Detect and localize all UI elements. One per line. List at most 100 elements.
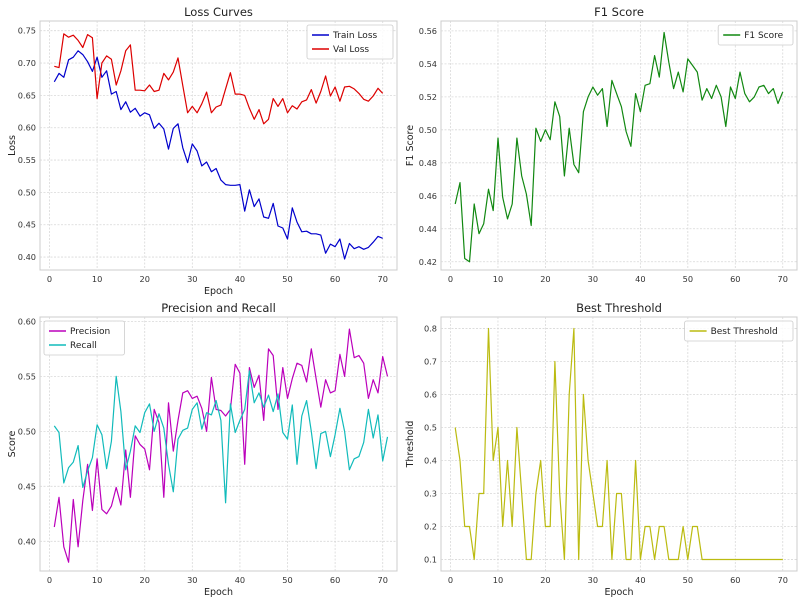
x-tick-label: 40	[635, 274, 645, 284]
legend-label: F1 Score	[744, 31, 783, 41]
x-tick-label: 40	[235, 274, 245, 284]
x-tick-label: 30	[187, 575, 197, 585]
y-axis-label: F1 Score	[405, 125, 416, 166]
x-tick-label: 30	[187, 274, 197, 284]
y-tick-label: 0.55	[18, 371, 36, 381]
plot-area	[39, 20, 398, 271]
x-tick-label: 70	[778, 575, 788, 585]
y-tick-label: 0.46	[419, 191, 437, 201]
x-tick-label: 70	[378, 274, 388, 284]
x-tick-label: 60	[330, 575, 340, 585]
plot-area	[39, 316, 398, 572]
y-axis-label: Loss	[7, 135, 18, 156]
legend-box	[717, 24, 794, 46]
series-line-best-threshold	[454, 327, 783, 561]
x-tick-label: 0	[47, 274, 52, 284]
x-axis-label: Epoch	[604, 587, 633, 598]
chart-thr: 0 10 20 30 40 50 60 70 0.1 0.2 0.3 0.4 0.5 0.6 0.7 0.8 B…	[405, 301, 798, 598]
y-tick-label: 0.42	[419, 257, 437, 267]
y-tick-label: 0.48	[419, 158, 437, 168]
y-tick-label: 0.56	[419, 26, 437, 36]
y-tick-label: 0.45	[18, 220, 36, 230]
x-tick-label: 60	[330, 274, 340, 284]
x-tick-label: 10	[493, 274, 503, 284]
y-tick-label: 0.55	[18, 155, 36, 165]
x-tick-label: 30	[588, 274, 598, 284]
legend-label: Recall	[70, 341, 97, 351]
legend-box	[306, 24, 394, 60]
x-tick-label: 20	[540, 274, 550, 284]
x-tick-label: 10	[92, 575, 102, 585]
plot-area	[440, 316, 798, 572]
legend-box	[43, 320, 125, 356]
x-axis-label: Epoch	[204, 286, 233, 297]
x-tick-label: 20	[140, 575, 150, 585]
series-line-val-loss	[54, 33, 384, 125]
y-tick-label: 0.50	[419, 125, 437, 135]
plot-area	[440, 20, 798, 271]
chart-title: F1 Score	[594, 5, 644, 19]
x-tick-label: 20	[540, 575, 550, 585]
x-tick-label: 50	[683, 274, 693, 284]
legend: Train Loss Val Loss	[306, 24, 394, 60]
x-tick-label: 70	[378, 575, 388, 585]
y-tick-label: 0.7	[424, 357, 437, 367]
y-tick-label: 0.40	[18, 252, 36, 262]
x-axis-label: Epoch	[204, 587, 233, 598]
x-tick-label: 50	[683, 575, 693, 585]
y-tick-label: 0.6	[424, 390, 437, 400]
legend-box	[684, 320, 794, 342]
legend: Best Threshold	[684, 320, 794, 342]
x-tick-label: 0	[448, 575, 453, 585]
x-tick-label: 0	[47, 575, 52, 585]
y-tick-label: 0.60	[18, 123, 36, 133]
legend-label: Train Loss	[332, 31, 378, 41]
y-tick-label: 0.1	[424, 554, 437, 564]
x-tick-label: 70	[778, 274, 788, 284]
series-line-f1-score	[454, 31, 784, 263]
chart-pr: 0 10 20 30 40 50 60 70 0.40 0.45 0.50 0.55 0.60 Preci…	[7, 301, 398, 598]
legend: Precision Recall	[43, 320, 125, 356]
chart-title: Best Threshold	[576, 301, 662, 315]
x-tick-label: 40	[635, 575, 645, 585]
legend-label: Precision	[70, 327, 110, 337]
x-tick-label: 50	[282, 575, 292, 585]
y-tick-label: 0.50	[18, 187, 36, 197]
y-tick-label: 0.45	[18, 481, 36, 491]
chart-loss: 0 10 20 30 40 50 60 70 0.40 0.45 0.50 0.55 0.60 0.65 0…	[7, 5, 398, 297]
y-tick-label: 0.3	[424, 488, 437, 498]
y-tick-label: 0.4	[424, 455, 437, 465]
x-tick-label: 40	[235, 575, 245, 585]
x-tick-label: 60	[730, 575, 740, 585]
y-tick-label: 0.54	[419, 59, 437, 69]
legend: F1 Score	[717, 24, 794, 46]
x-tick-label: 0	[448, 274, 453, 284]
y-tick-label: 0.52	[419, 92, 437, 102]
y-axis-label: Threshold	[405, 421, 416, 469]
series-line-train-loss	[53, 50, 383, 260]
chart-f1: 0 10 20 30 40 50 60 70 0.42 0.44 0.46 0.48 0.50 0.52 0…	[405, 5, 798, 284]
x-tick-label: 50	[282, 274, 292, 284]
y-tick-label: 0.60	[18, 316, 36, 326]
x-tick-label: 30	[588, 575, 598, 585]
legend-label: Best Threshold	[711, 327, 778, 337]
legend-label: Val Loss	[333, 45, 369, 55]
chart-title: Precision and Recall	[161, 301, 276, 315]
y-tick-label: 0.70	[18, 58, 36, 68]
y-tick-label: 0.44	[419, 224, 437, 234]
y-tick-label: 0.40	[18, 536, 36, 546]
x-tick-label: 10	[92, 274, 102, 284]
chart-title: Loss Curves	[184, 5, 253, 19]
y-tick-label: 0.8	[424, 324, 437, 334]
series-line-precision	[53, 328, 389, 563]
x-tick-label: 10	[493, 575, 503, 585]
y-tick-label: 0.2	[424, 521, 437, 531]
y-axis-label: Score	[7, 431, 18, 458]
x-tick-label: 20	[140, 274, 150, 284]
x-tick-label: 60	[730, 274, 740, 284]
series-line-recall	[53, 370, 389, 504]
y-tick-label: 0.50	[18, 426, 36, 436]
y-tick-label: 0.65	[18, 90, 36, 100]
y-tick-label: 0.5	[424, 423, 437, 433]
